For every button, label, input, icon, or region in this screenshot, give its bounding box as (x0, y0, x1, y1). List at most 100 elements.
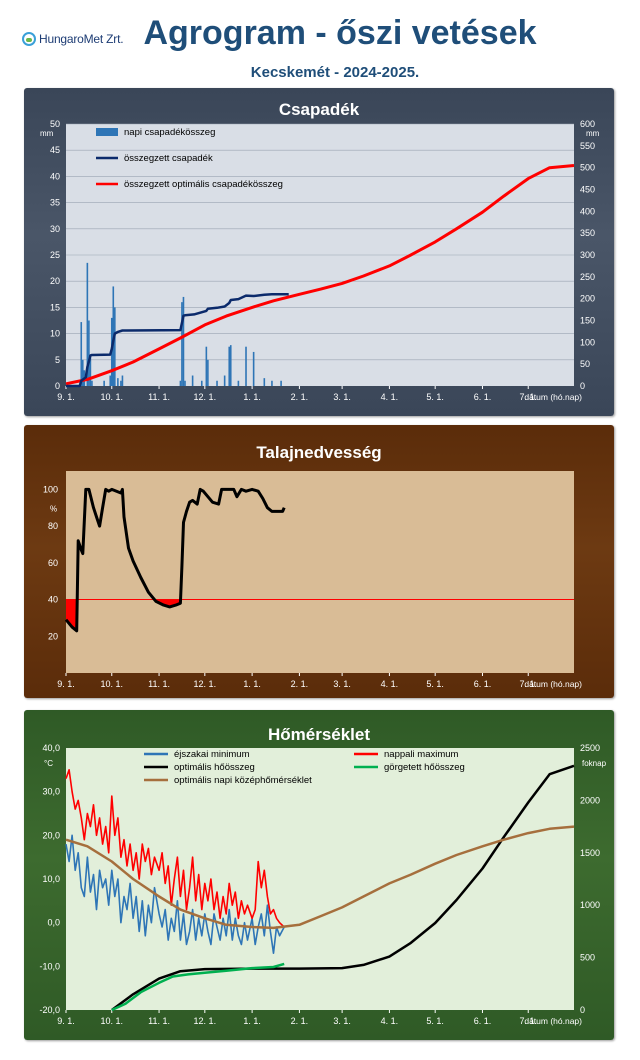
x-tick-label: 6. 1. (474, 392, 492, 402)
y2-tick-label: 500 (580, 953, 595, 963)
y-tick-label: 45 (50, 145, 60, 155)
x-tick-label: 2. 1. (291, 392, 309, 402)
y2-tick-label: 100 (580, 337, 595, 347)
x-tick-label: 3. 1. (333, 679, 351, 689)
soil-moisture-panel: Talajnedvesség 9. 1. 10. 1. 11. 1. 12. 1. 1. … (24, 425, 614, 698)
precip-bar (103, 380, 105, 386)
chart-title: Csapadék (279, 100, 360, 119)
x-axis-label: dátum (hó.nap) (524, 392, 582, 402)
y-tick-label: 0 (55, 381, 60, 391)
x-tick-label: 3. 1. (333, 1016, 351, 1026)
x-axis-label: dátum (hó.nap) (524, 1016, 582, 1026)
legend-label: összegzett optimális csapadékösszeg (124, 179, 283, 190)
page-subtitle: Kecskemét - 2024-2025. (250, 64, 420, 81)
x-tick-label: 7. 1. (519, 679, 537, 689)
x-tick-label: 11. 1. (148, 1016, 170, 1026)
y-tick-label: 40,0 (42, 743, 60, 753)
y2-tick-label: 1000 (580, 900, 600, 910)
precip-bar (223, 375, 226, 386)
hungaromet-logo: HungaroMet Zrt. (22, 32, 124, 46)
y2-unit-label: foknap (582, 759, 607, 768)
precip-bar (229, 345, 232, 386)
temperature-panel: Hőmérséklet 9. 1. 10. 1. 11. 1. 12. 1. 1. 1. 2… (24, 710, 614, 1040)
optimal-cumulative-line (65, 164, 575, 386)
y2-tick-label: 300 (580, 250, 595, 260)
optimal-mean-temp-line (65, 825, 575, 930)
y2-tick-label: 150 (580, 316, 595, 326)
night-minimum-line (65, 834, 285, 954)
x-tick-label: 6. 1. (474, 679, 492, 689)
x-tick-label: 10. 1. (101, 679, 124, 689)
precip-bar (205, 346, 208, 386)
x-tick-label: 12. 1. (194, 392, 217, 402)
y-tick-label: 20,0 (42, 830, 60, 840)
x-tick-label: 10. 1. (101, 1016, 124, 1026)
temperature-chart: Hőmérséklet 9. 1. 10. 1. 11. 1. 12. 1. 1. 1. 2… (39, 725, 607, 1026)
y-tick-label: 35 (50, 198, 60, 208)
precip-bar (80, 322, 83, 386)
x-tick-label: 9. 1. (57, 1016, 75, 1026)
precip-bar (207, 359, 209, 386)
legend-label: optimális napi középhőmérséklet (174, 775, 312, 786)
precip-bar (228, 346, 231, 386)
precipitation-chart: Csapadék 9. 1. 10. 1. 11. 1. 12. 1. 1. 1. 2. 1… (40, 100, 600, 402)
x-tick-label: 7. 1. (519, 1016, 537, 1026)
chart-title: Talajnedvesség (256, 443, 381, 462)
x-tick-label: 11. 1. (148, 392, 170, 402)
logo-text: HungaroMet Zrt. (39, 32, 124, 46)
y-tick-label: 60 (48, 558, 58, 568)
precip-bar (114, 307, 116, 386)
y-tick-label: 30 (50, 224, 60, 234)
x-tick-label: 9. 1. (57, 679, 75, 689)
x-tick-label: 1. 1. (243, 392, 261, 402)
y-tick-label: 10,0 (42, 874, 60, 884)
precip-bar (88, 320, 90, 386)
day-maximum-line (65, 769, 285, 928)
x-tick-label: 12. 1. (194, 679, 217, 689)
rolling-heat-sum-line (111, 962, 285, 1012)
y-tick-label: 30,0 (42, 787, 60, 797)
y2-tick-label: 400 (580, 206, 595, 216)
y-tick-label: 10 (50, 329, 60, 339)
precip-bar (179, 380, 182, 386)
precip-bar (109, 375, 112, 386)
precip-bar (89, 357, 92, 386)
precip-bar (271, 380, 273, 386)
legend-swatch (96, 128, 118, 136)
precip-bar (245, 346, 247, 386)
precip-bar (81, 359, 84, 386)
precip-bar (280, 380, 282, 386)
y-tick-label: 5 (55, 355, 60, 365)
x-tick-label: 5. 1. (426, 679, 444, 689)
precip-bar (182, 296, 185, 386)
y2-tick-label: 550 (580, 141, 595, 151)
precip-bar (117, 378, 119, 386)
logo-icon (22, 32, 36, 46)
precip-bar (263, 378, 266, 386)
y-unit-label: °C (44, 759, 53, 768)
x-tick-label: 6. 1. (474, 1016, 492, 1026)
x-tick-label: 5. 1. (426, 392, 444, 402)
y-tick-label: 20 (48, 631, 58, 641)
y-tick-label: 80 (48, 521, 58, 531)
precip-bar (200, 380, 203, 386)
legend-label: éjszakai minimum (174, 749, 250, 760)
legend-label: görgetett hőösszeg (384, 762, 465, 773)
y2-tick-label: 2000 (580, 795, 600, 805)
x-tick-label: 4. 1. (381, 679, 399, 689)
y2-tick-label: 1500 (580, 848, 600, 858)
y-tick-label: 50 (50, 119, 60, 129)
y-tick-label: 15 (50, 302, 60, 312)
legend-label: optimális hőösszeg (174, 762, 255, 773)
deficit-area (66, 599, 77, 631)
x-tick-label: 2. 1. (291, 1016, 309, 1026)
legend-label: napi csapadékösszeg (124, 127, 215, 138)
y2-tick-label: 350 (580, 228, 595, 238)
x-tick-label: 1. 1. (243, 679, 261, 689)
y2-tick-label: 0 (580, 381, 585, 391)
x-tick-label: 11. 1. (148, 679, 170, 689)
plot-area (66, 471, 574, 673)
y-tick-label: -20,0 (39, 1005, 60, 1015)
x-tick-label: 9. 1. (57, 392, 75, 402)
y2-tick-label: 0 (580, 1005, 585, 1015)
